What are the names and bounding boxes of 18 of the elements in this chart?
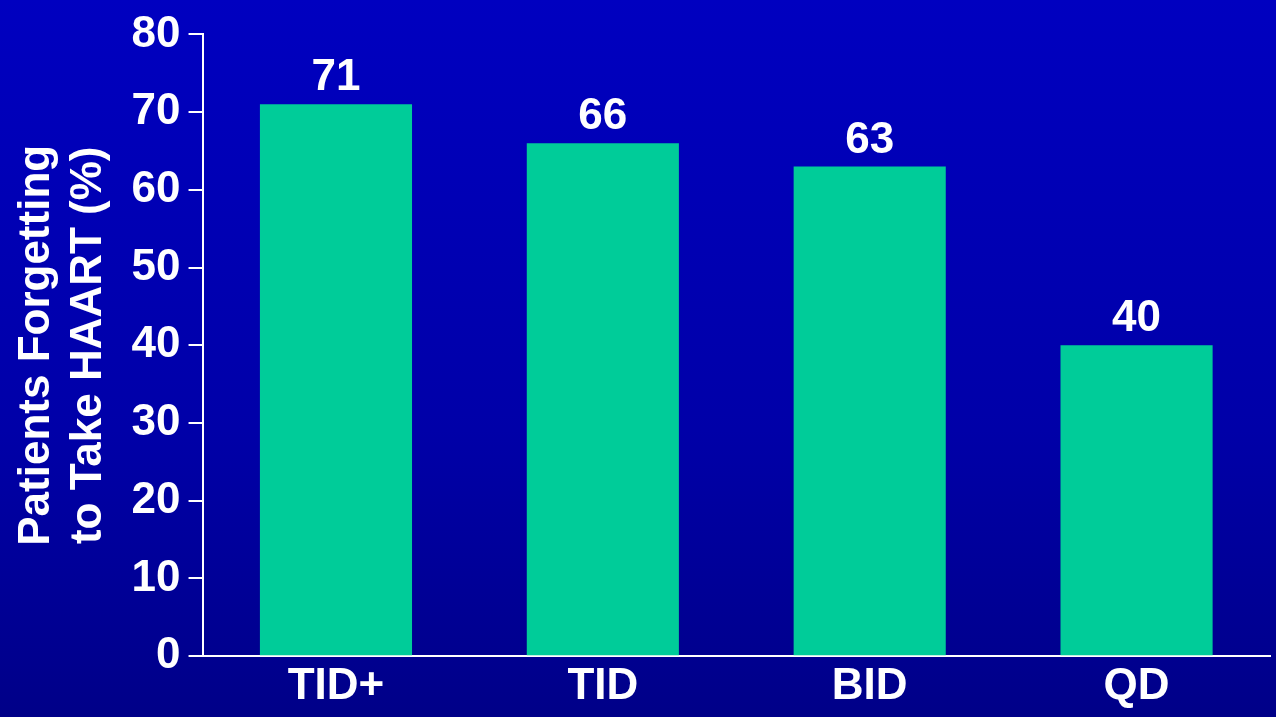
data-label: 63 (845, 112, 895, 162)
y-tick-label: 50 (131, 239, 181, 289)
y-tick-label: 20 (131, 472, 181, 522)
y-tick-label: 0 (156, 628, 181, 678)
y-tick-label: 10 (131, 550, 181, 600)
x-tick-label: TID+ (287, 658, 385, 708)
data-label: 71 (311, 50, 361, 100)
y-tick-label: 40 (131, 317, 181, 367)
x-tick-label: QD (1103, 658, 1170, 708)
y-axis-title: Patients Forgetting to Take HAART (%) (8, 144, 111, 546)
data-label: 40 (1112, 291, 1162, 341)
y-tick-label: 30 (131, 395, 181, 445)
y-tick-label: 60 (131, 161, 181, 211)
data-label: 66 (578, 89, 628, 139)
x-tick-label: TID (567, 658, 639, 708)
y-tick-label: 80 (131, 6, 181, 56)
x-tick-label: BID (831, 658, 908, 708)
y-tick-label: 70 (131, 84, 181, 134)
